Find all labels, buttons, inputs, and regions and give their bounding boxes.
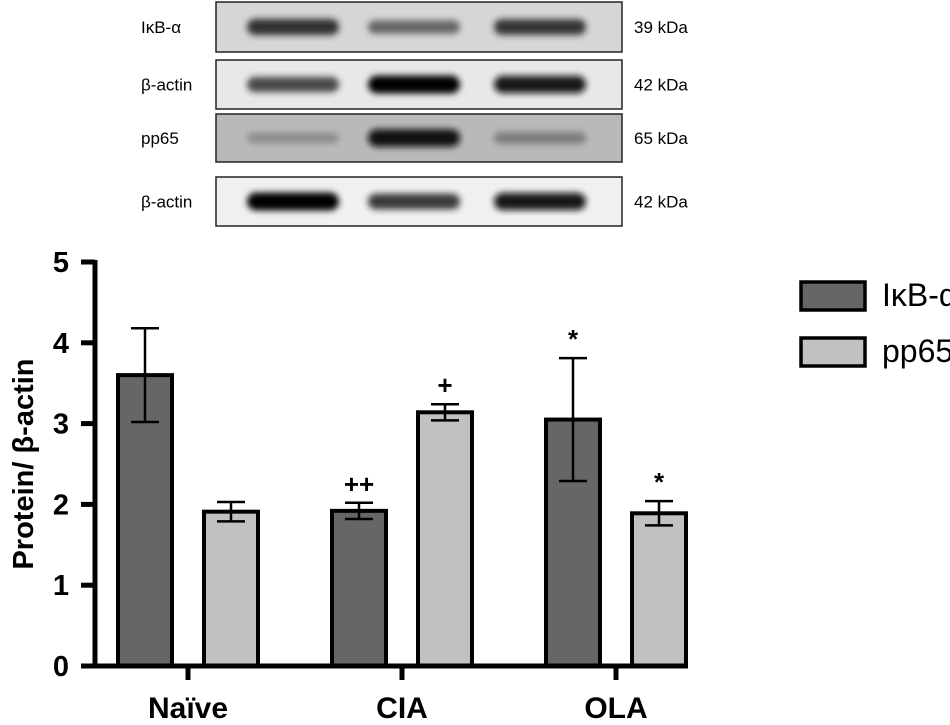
y-tick-label: 3: [53, 409, 69, 441]
bar-pp65-0: [202, 509, 260, 668]
blot-band: [247, 18, 339, 36]
blot-band: [247, 132, 339, 144]
blot-row: β-actin 42 kDa: [141, 176, 688, 227]
blot-row: IκB-α 39 kDa: [141, 1, 688, 53]
blot-row: β-actin 42 kDa: [141, 59, 688, 110]
blot-band: [368, 20, 460, 34]
western-blot-panel: IκB-α 39 kDa β-actin 42 kDa pp65 65 kDa β-acti…: [141, 1, 688, 227]
significance-marker: *: [654, 467, 665, 497]
bar-ib-1: [330, 508, 388, 669]
significance-marker: *: [568, 324, 579, 354]
blot-protein-label: pp65: [141, 129, 179, 148]
legend-swatch: [799, 280, 867, 312]
legend-label: pp65: [882, 333, 950, 369]
y-tick-label: 2: [53, 489, 69, 521]
significance-marker: ++: [344, 469, 374, 499]
blot-protein-label: β-actin: [141, 193, 192, 212]
y-tick-label: 1: [53, 570, 69, 602]
legend-label: IκB-α: [882, 277, 950, 313]
blot-kda-label: 39 kDa: [634, 18, 688, 37]
blot-band: [494, 132, 586, 144]
blot-band: [247, 192, 339, 211]
blot-band: [368, 75, 460, 94]
x-category-label: OLA: [584, 692, 647, 725]
y-axis-label: Protein/ β-actin: [8, 358, 40, 569]
legend-swatch: [799, 336, 867, 368]
y-tick-label: 0: [53, 651, 69, 683]
blot-kda-label: 65 kDa: [634, 129, 688, 148]
blot-band: [494, 75, 586, 94]
y-tick-label: 4: [53, 328, 69, 360]
y-tick-label: 5: [53, 247, 69, 279]
blot-kda-label: 42 kDa: [634, 76, 688, 95]
bar-chart: ++ * + * 0 1 2 3 4 5 Naïve CIA OLA Protein/ β-actin Iκ…: [8, 247, 950, 725]
bar-pp65-1: [416, 410, 474, 668]
blot-band: [247, 76, 339, 93]
blot-protein-label: β-actin: [141, 76, 192, 95]
blot-band: [494, 19, 586, 35]
blot-row: pp65 65 kDa: [141, 113, 688, 163]
bar-pp65-2: [630, 511, 688, 668]
blot-protein-label: IκB-α: [141, 18, 181, 37]
blot-band: [494, 192, 586, 211]
x-category-label: Naïve: [148, 692, 228, 725]
blot-kda-label: 42 kDa: [634, 193, 688, 212]
x-category-label: CIA: [376, 692, 428, 725]
significance-marker: +: [437, 370, 452, 400]
blot-band: [368, 193, 460, 210]
blot-band: [368, 129, 460, 147]
